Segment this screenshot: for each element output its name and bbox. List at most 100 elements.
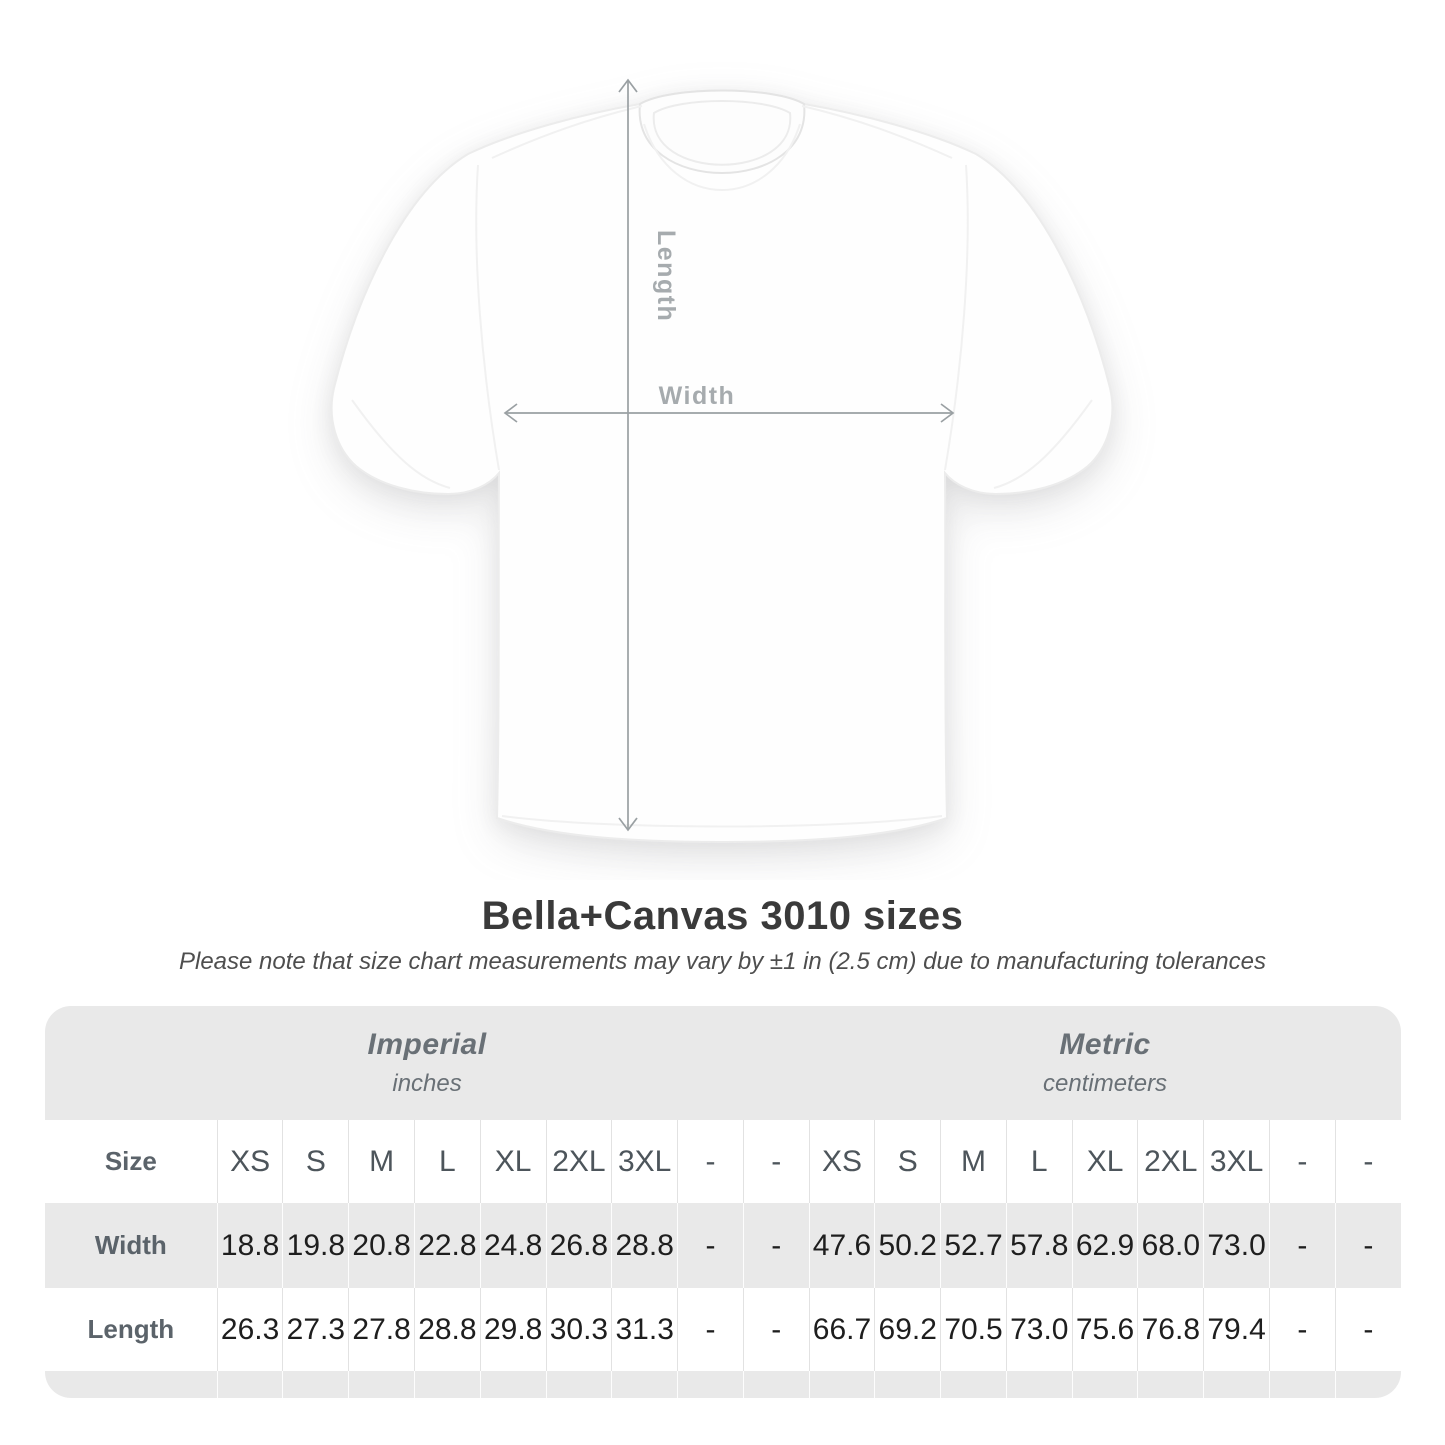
footer-cell: [1137, 1371, 1204, 1398]
size-row: Size XS S M L XL 2XL 3XL - - XS S M L XL…: [45, 1120, 1401, 1203]
footer-cell: [1334, 1371, 1401, 1398]
size-cell: -: [1334, 1120, 1401, 1203]
size-cell: -: [742, 1120, 810, 1203]
width-cell: 26.8: [545, 1203, 612, 1288]
length-cell: 66.7: [808, 1288, 875, 1371]
length-cell: 26.3: [216, 1288, 283, 1371]
tshirt-body: [330, 89, 1114, 844]
page-subtitle: Please note that size chart measurements…: [178, 948, 1267, 975]
unit-header-row: Imperial inches Metric centimeters: [45, 1006, 1401, 1120]
footer-cell: [282, 1371, 349, 1398]
length-cell: 75.6: [1071, 1288, 1138, 1371]
hem-seam: [501, 815, 943, 828]
width-row: Width 18.8 19.8 20.8 22.8 24.8 26.8 28.8…: [45, 1203, 1401, 1288]
width-cell: 28.8: [611, 1203, 678, 1288]
width-cell: -: [677, 1203, 744, 1288]
right-shoulder-seam: [801, 105, 953, 159]
length-cell: 28.8: [414, 1288, 481, 1371]
width-arrow: [503, 403, 955, 423]
footer-cell: [1071, 1371, 1138, 1398]
tshirt-graphic: Length Width: [330, 78, 1114, 844]
size-cell: -: [677, 1120, 744, 1203]
length-arrow: [618, 78, 638, 832]
footer-cell: [874, 1371, 941, 1398]
width-cell: 73.0: [1203, 1203, 1270, 1288]
size-cell: -: [1268, 1120, 1336, 1203]
length-cell: -: [742, 1288, 810, 1371]
width-cell: 47.6: [808, 1203, 875, 1288]
footer-cell: [545, 1371, 612, 1398]
length-cell: 30.3: [545, 1288, 612, 1371]
width-label: Width: [659, 382, 736, 410]
row-label-length: Length: [87, 1314, 175, 1344]
width-cell: 62.9: [1071, 1203, 1138, 1288]
width-cell: 50.2: [874, 1203, 941, 1288]
collar: [638, 89, 806, 174]
length-cell: 31.3: [611, 1288, 678, 1371]
footer-cell: [45, 1371, 217, 1398]
length-cell: 70.5: [940, 1288, 1007, 1371]
size-cell: 2XL: [1137, 1120, 1204, 1203]
width-cell: 18.8: [216, 1203, 283, 1288]
footer-cell: [611, 1371, 678, 1398]
size-cell: M: [940, 1120, 1007, 1203]
size-cell: XL: [1071, 1120, 1138, 1203]
footer-cell: [1268, 1371, 1336, 1398]
width-cell: 24.8: [479, 1203, 547, 1288]
width-cell: 52.7: [940, 1203, 1007, 1288]
imperial-header: Imperial inches: [45, 1006, 810, 1120]
footer-cell: [677, 1371, 744, 1398]
size-table-container: Imperial inches Metric centimeters Size …: [45, 1006, 1401, 1398]
length-cell: -: [1268, 1288, 1336, 1371]
width-cell: 68.0: [1137, 1203, 1204, 1288]
metric-unit: centimeters: [1043, 1070, 1168, 1097]
footer-cell: [479, 1371, 547, 1398]
footer-cell: [1203, 1371, 1270, 1398]
collar-seam: [643, 123, 801, 191]
tshirt-illustration: [330, 89, 1114, 844]
size-cell: 3XL: [1203, 1120, 1270, 1203]
width-cell: 22.8: [414, 1203, 481, 1288]
footer-cell: [808, 1371, 875, 1398]
left-sleeve-seam: [475, 164, 500, 471]
size-cell: S: [874, 1120, 941, 1203]
size-table: Imperial inches Metric centimeters Size …: [45, 1006, 1401, 1398]
left-shoulder-seam: [491, 105, 643, 159]
imperial-unit: inches: [392, 1070, 462, 1097]
size-cell: 2XL: [545, 1120, 612, 1203]
length-cell: 69.2: [874, 1288, 941, 1371]
footer-cell: [1005, 1371, 1073, 1398]
metric-title: Metric: [1059, 1028, 1151, 1061]
length-cell: -: [1334, 1288, 1401, 1371]
size-figure: Length Width: [330, 78, 1114, 844]
size-cell: XL: [479, 1120, 547, 1203]
collar-band-inner: [652, 100, 792, 166]
width-cell: 19.8: [282, 1203, 349, 1288]
width-cell: 57.8: [1005, 1203, 1073, 1288]
length-cell: 73.0: [1005, 1288, 1073, 1371]
size-cell: L: [1005, 1120, 1073, 1203]
row-label-size: Size: [104, 1146, 157, 1176]
length-cell: 76.8: [1137, 1288, 1204, 1371]
width-cell: -: [742, 1203, 810, 1288]
length-label: Length: [652, 230, 680, 322]
size-cell: XS: [216, 1120, 283, 1203]
metric-header: Metric centimeters: [809, 1006, 1401, 1120]
right-sleeve-seam: [944, 164, 969, 471]
length-row: Length 26.3 27.3 27.8 28.8 29.8 30.3 31.…: [45, 1288, 1401, 1371]
right-cuff-fold: [993, 399, 1093, 489]
width-cell: -: [1268, 1203, 1336, 1288]
table-footer-row: [45, 1371, 1401, 1398]
size-cell: XS: [808, 1120, 875, 1203]
size-cell: 3XL: [611, 1120, 678, 1203]
footer-cell: [348, 1371, 415, 1398]
footer-cell: [742, 1371, 810, 1398]
page-title: Bella+Canvas 3010 sizes: [481, 894, 964, 938]
row-label-width: Width: [94, 1230, 167, 1260]
length-cell: 79.4: [1203, 1288, 1270, 1371]
imperial-title: Imperial: [367, 1028, 487, 1061]
length-cell: -: [677, 1288, 744, 1371]
length-cell: 27.8: [348, 1288, 415, 1371]
footer-cell: [414, 1371, 481, 1398]
footer-cell: [940, 1371, 1007, 1398]
